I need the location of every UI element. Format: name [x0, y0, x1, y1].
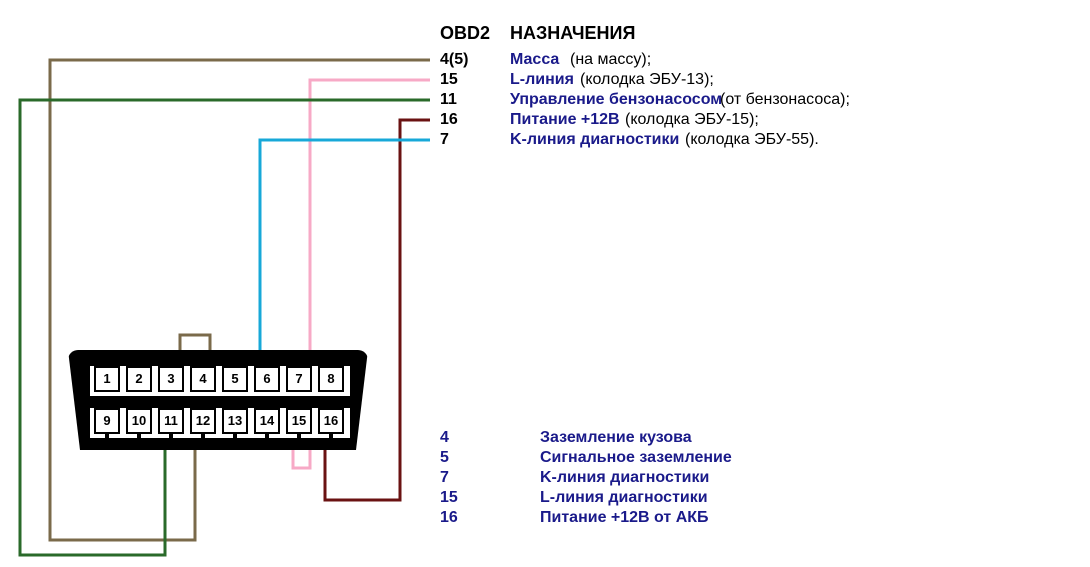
row-purpose-plain: (колодка ЭБУ-15); [625, 112, 759, 128]
connector-pin: 5 [222, 366, 248, 392]
connector-pin: 14 [254, 408, 280, 434]
row-purpose-bold: Масса [510, 52, 559, 68]
connector-pin: 16 [318, 408, 344, 434]
connector-finger [201, 358, 205, 366]
connector-finger [169, 358, 173, 366]
row-purpose-plain: (колодка ЭБУ-13); [580, 72, 714, 88]
connector-pin: 1 [94, 366, 120, 392]
connector-finger [297, 434, 301, 442]
obd2-connector: 12345678910111213141516 [68, 350, 368, 450]
legend-num: 15 [440, 490, 458, 506]
connector-finger [297, 358, 301, 366]
connector-finger [201, 434, 205, 442]
connector-pin: 15 [286, 408, 312, 434]
connector-finger [105, 358, 109, 366]
diagram-stage: OBD2 НАЗНАЧЕНИЯ 4(5)Масса(на массу);15L-… [0, 0, 1090, 567]
connector-finger [329, 358, 333, 366]
legend-text: K-линия диагностики [540, 470, 709, 486]
wire [180, 335, 210, 350]
connector-pin: 7 [286, 366, 312, 392]
legend-text: Сигнальное заземление [540, 450, 732, 466]
connector-pin: 12 [190, 408, 216, 434]
row-purpose-plain: (от бензонасоса); [720, 92, 850, 108]
row-purpose-bold: Питание +12В [510, 112, 620, 128]
connector-pin: 9 [94, 408, 120, 434]
legend-num: 5 [440, 450, 449, 466]
legend-num: 16 [440, 510, 458, 526]
row-purpose-bold: L-линия [510, 72, 574, 88]
wire [260, 140, 430, 350]
legend-num: 7 [440, 470, 449, 486]
connector-finger [137, 434, 141, 442]
connector-finger [265, 434, 269, 442]
row-pin: 15 [440, 72, 458, 88]
connector-finger [233, 358, 237, 366]
row-pin: 4(5) [440, 52, 468, 68]
connector-pin: 11 [158, 408, 184, 434]
row-purpose-bold: Управление бензонасосом [510, 92, 722, 108]
header-obd2: OBD2 [440, 24, 490, 42]
connector-finger [105, 434, 109, 442]
connector-pin: 2 [126, 366, 152, 392]
connector-finger [169, 434, 173, 442]
row-pin: 7 [440, 132, 449, 148]
connector-pin: 4 [190, 366, 216, 392]
connector-finger [137, 358, 141, 366]
row-pin: 16 [440, 112, 458, 128]
legend-num: 4 [440, 430, 449, 446]
row-purpose-plain: (на массу); [570, 52, 651, 68]
connector-pin: 10 [126, 408, 152, 434]
legend-text: Заземление кузова [540, 430, 692, 446]
connector-pin: 6 [254, 366, 280, 392]
connector-finger [329, 434, 333, 442]
legend-text: Питание +12В от АКБ [540, 510, 709, 526]
wire [50, 60, 430, 540]
connector-pin: 8 [318, 366, 344, 392]
connector-finger [233, 434, 237, 442]
wire [20, 100, 430, 555]
row-pin: 11 [440, 92, 457, 108]
connector-pin: 13 [222, 408, 248, 434]
row-purpose-bold: K-линия диагностики [510, 132, 679, 148]
connector-pin: 3 [158, 366, 184, 392]
legend-text: L-линия диагностики [540, 490, 708, 506]
header-purpose: НАЗНАЧЕНИЯ [510, 24, 635, 42]
connector-finger [265, 358, 269, 366]
row-purpose-plain: (колодка ЭБУ-55). [685, 132, 819, 148]
